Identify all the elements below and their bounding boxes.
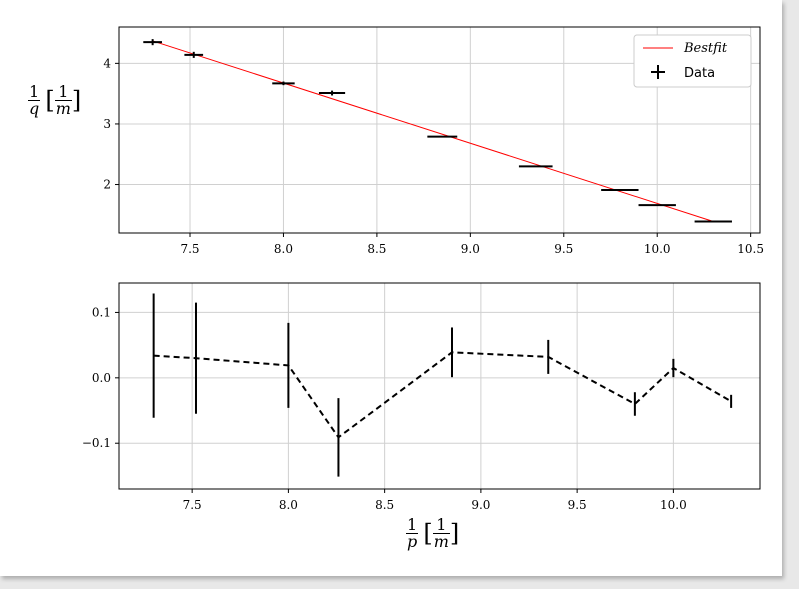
- x-label-num: 1: [407, 515, 418, 534]
- y-axis-label: 1 q [ 1 m ]: [28, 84, 81, 117]
- x-tick-label: 8.5: [375, 498, 394, 512]
- data-point: [143, 39, 162, 46]
- x-unit-num: 1: [436, 515, 447, 534]
- legend: Bestfit Data: [633, 34, 752, 88]
- x-tick-label: 7.5: [183, 498, 202, 512]
- x-tick-label: 8.0: [279, 498, 298, 512]
- plot-1: 7.5 8.0 8.5 9.0 9.5 10.0 10.5 2 3 4 Bestfit Data: [103, 26, 764, 256]
- legend-bestfit-label: Bestfit: [683, 41, 728, 56]
- chart-canvas: 7.5 8.0 8.5 9.0 9.5 10.0 10.5234BestfitData7.5…: [82, 26, 764, 512]
- y-label-fraction: 1 q: [28, 82, 41, 118]
- x-tick-label: 9.5: [554, 242, 573, 256]
- x-unit-fraction: 1 m: [432, 515, 450, 551]
- y-unit-close-bracket: ]: [71, 86, 82, 115]
- y-unit-open-bracket: [: [45, 86, 55, 115]
- x-tick-label: 7.5: [180, 242, 199, 256]
- y-tick-label: 3: [103, 117, 111, 131]
- x-tick-label: 10.0: [660, 498, 687, 512]
- y-unit-den: m: [54, 99, 72, 118]
- y-label-num: 1: [29, 82, 40, 101]
- x-unit-close-bracket: ]: [449, 519, 460, 548]
- bestfit-line: [152, 40, 714, 222]
- data-point: [318, 90, 346, 96]
- x-tick-label: 10.5: [737, 242, 764, 256]
- y-tick-label: 0.0: [92, 371, 111, 385]
- legend-data-label: Data: [684, 66, 715, 81]
- residual-line: [153, 351, 732, 439]
- data-point: [427, 135, 458, 138]
- data-point: [184, 51, 204, 58]
- x-tick-label: 10.0: [644, 242, 671, 256]
- plot-frame: [118, 26, 761, 234]
- plot-frame: [118, 282, 761, 490]
- x-unit-open-bracket: [: [423, 519, 433, 548]
- x-label-den: p: [406, 532, 419, 551]
- data-point: [694, 220, 732, 223]
- data-point: [518, 165, 553, 168]
- y-unit-num: 1: [58, 82, 69, 101]
- data-point: [638, 204, 676, 207]
- y-tick-label: 4: [103, 56, 111, 70]
- y-label-den: q: [28, 99, 41, 118]
- x-tick-label: 9.5: [568, 498, 587, 512]
- x-tick-label: 9.0: [471, 498, 490, 512]
- y-unit-fraction: 1 m: [54, 82, 72, 118]
- x-tick-label: 8.5: [367, 242, 386, 256]
- x-unit-den: m: [432, 532, 450, 551]
- x-tick-label: 8.0: [274, 242, 293, 256]
- data-point: [601, 188, 639, 191]
- data-point: [272, 81, 295, 86]
- x-axis-label: 1 p [ 1 m ]: [406, 517, 459, 550]
- y-tick-label: 2: [103, 178, 111, 192]
- y-tick-label: −0.1: [82, 436, 111, 450]
- x-label-fraction: 1 p: [406, 515, 419, 551]
- x-tick-label: 9.0: [461, 242, 480, 256]
- y-tick-label: 0.1: [92, 305, 111, 319]
- plot-2: 7.5 8.0 8.5 9.0 9.5 10.0 0.1 0.0 −0.1: [82, 282, 761, 512]
- figure: 7.5 8.0 8.5 9.0 9.5 10.0 10.5 2 3 4 Bestfit Data 7.5…: [0, 0, 782, 576]
